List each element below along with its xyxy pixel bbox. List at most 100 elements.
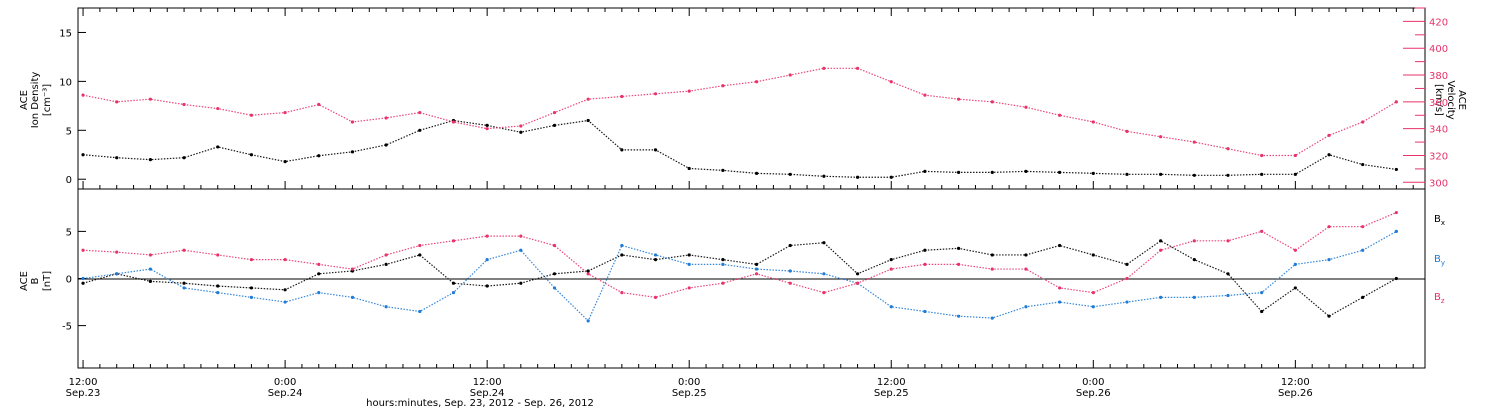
bz-point: [384, 253, 388, 257]
by-trace: [82, 230, 1397, 322]
bx-point: [1361, 295, 1365, 299]
x-tick-label-time: 0:00: [274, 377, 296, 388]
bz-point: [485, 234, 489, 238]
bx-trace: [82, 240, 1397, 317]
bx-point: [1260, 309, 1264, 314]
top-left-ylabel-line3: [cm⁻³]: [42, 84, 53, 116]
top-right-ylabel-line3: [km/s]: [1433, 84, 1444, 116]
bx-point: [317, 272, 321, 276]
by-point: [317, 291, 321, 295]
x-tick-label-time: 0:00: [1082, 377, 1104, 388]
bx-point: [990, 253, 994, 257]
bz-point: [957, 262, 961, 266]
bz-point: [1159, 248, 1163, 252]
bx-point: [1327, 314, 1331, 318]
bz-point: [653, 295, 658, 299]
top-right-ylabel-line2: Velocity: [1445, 80, 1456, 119]
bx-point: [249, 286, 254, 290]
bz-point: [216, 253, 220, 257]
by-point: [451, 291, 456, 295]
by-point: [519, 248, 523, 252]
top-right-ytick-label: 380: [1429, 71, 1448, 82]
x-tick-label-time: 12:00: [877, 377, 906, 388]
velocity-point: [855, 66, 860, 70]
bz-point: [350, 267, 355, 271]
velocity-point: [283, 110, 287, 115]
by-point: [721, 262, 725, 266]
ion-density-point: [182, 156, 186, 160]
by-point: [1361, 248, 1365, 252]
velocity-point: [1293, 153, 1297, 158]
bz-point: [889, 267, 893, 271]
bx-point: [418, 253, 422, 257]
by-point: [283, 300, 287, 304]
bx-point: [620, 253, 624, 257]
bz-point: [788, 281, 792, 285]
bz-point: [418, 243, 422, 248]
ion-density-point: [350, 150, 355, 154]
by-point: [923, 309, 927, 314]
bz-point: [451, 239, 456, 243]
bx-point: [552, 272, 557, 276]
bx-point: [1091, 253, 1095, 257]
by-point: [1260, 291, 1264, 295]
x-tick-label-date: Sep.23: [66, 388, 101, 399]
velocity-point: [721, 84, 725, 88]
bz-series: [81, 210, 1398, 299]
ion-density-point: [957, 170, 961, 174]
by-point: [754, 267, 759, 271]
by-point: [1192, 295, 1196, 299]
velocity-point: [1260, 153, 1264, 158]
ion-density-point: [418, 128, 422, 132]
velocity-point: [115, 100, 119, 104]
top-right-ytick-label: 400: [1429, 44, 1448, 55]
by-point: [1293, 262, 1297, 266]
by-point: [148, 267, 153, 271]
bz-point: [81, 248, 85, 252]
ion-density-point: [1125, 172, 1129, 176]
ion-density-point: [788, 172, 792, 176]
velocity-point: [1125, 129, 1129, 133]
legend-bz: Bz: [1434, 292, 1445, 305]
by-point: [1394, 229, 1398, 233]
ion-density-point: [1091, 171, 1095, 175]
bx-point: [889, 258, 893, 262]
x-tick-label-date: Sep.26: [1278, 388, 1313, 399]
ion-density-point: [653, 148, 658, 152]
bx-point: [1058, 243, 1062, 248]
ion-density-point: [620, 148, 624, 152]
velocity-point: [788, 73, 792, 77]
velocity-point: [586, 97, 590, 101]
bx-point: [721, 258, 725, 262]
bx-point: [1159, 239, 1163, 243]
velocity-point: [1091, 120, 1095, 124]
ion-density-point: [855, 175, 860, 179]
velocity-point: [216, 106, 220, 111]
velocity-point: [552, 110, 557, 115]
by-point: [418, 309, 422, 314]
bottom-left-ylabel-line3: [nT]: [42, 271, 53, 291]
velocity-point: [485, 127, 489, 131]
by-point: [1058, 300, 1062, 304]
bz-point: [283, 258, 287, 262]
bz-point: [1091, 291, 1095, 295]
velocity-point: [384, 116, 388, 120]
x-tick-label-time: 12:00: [473, 377, 502, 388]
velocity-point: [687, 89, 691, 93]
ion-density-point: [148, 158, 153, 162]
ion-density-point: [1159, 172, 1163, 176]
bz-point: [1260, 229, 1264, 233]
velocity-series: [81, 66, 1398, 158]
velocity-point: [1159, 135, 1163, 139]
bz-point: [519, 234, 523, 238]
velocity-point: [519, 124, 523, 128]
by-point: [216, 291, 220, 295]
bz-point: [317, 262, 321, 266]
ion-density-point: [1058, 170, 1062, 174]
bz-point: [1226, 239, 1230, 243]
ion-density-series: [81, 118, 1398, 179]
velocity-point: [81, 93, 85, 97]
bz-point: [249, 258, 254, 262]
ion-density-point: [1394, 167, 1398, 172]
by-point: [485, 258, 489, 262]
